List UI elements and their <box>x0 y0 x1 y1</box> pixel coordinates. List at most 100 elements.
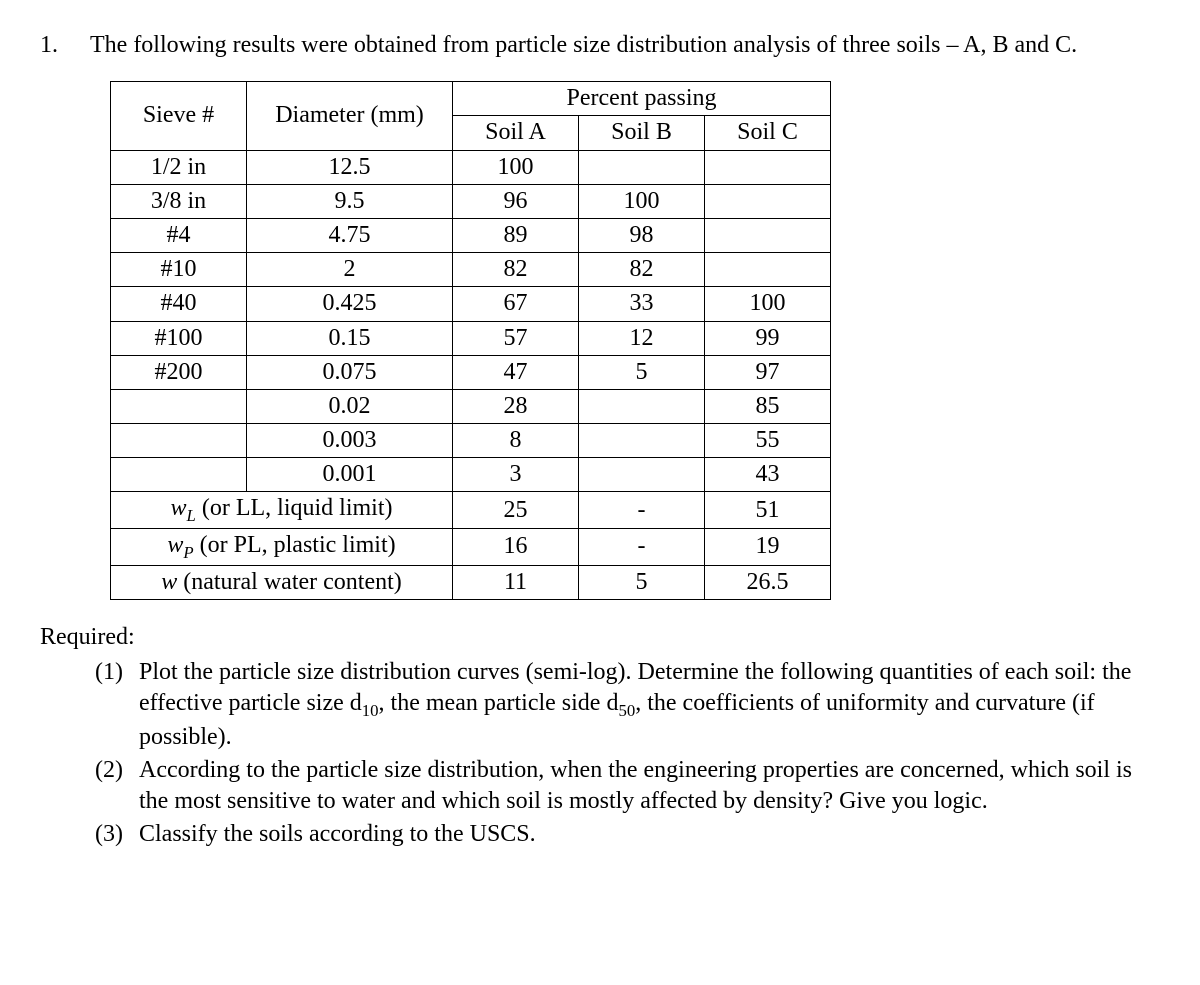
footer-label-cell: wP (or PL, plastic limit) <box>111 529 453 566</box>
required-block: Required: (1)Plot the particle size dist… <box>40 622 1160 851</box>
footer-label-cell: wL (or LL, liquid limit) <box>111 492 453 529</box>
table-cell: 96 <box>453 184 579 218</box>
table-cell: 3/8 in <box>111 184 247 218</box>
footer-label-cell: w (natural water content) <box>111 565 453 599</box>
table-row: 0.0228 85 <box>111 389 831 423</box>
table-cell: 0.425 <box>247 287 453 321</box>
table-cell: 85 <box>705 389 831 423</box>
table-cell: 33 <box>579 287 705 321</box>
table-cell: 1/2 in <box>111 150 247 184</box>
table-cell: 2 <box>247 253 453 287</box>
table-cell: 0.02 <box>247 389 453 423</box>
table-header-row-1: Sieve # Diameter (mm) Percent passing <box>111 82 831 116</box>
table-cell: 4.75 <box>247 218 453 252</box>
required-item-number: (2) <box>95 755 139 817</box>
table-cell: 11 <box>453 565 579 599</box>
table-cell: - <box>579 492 705 529</box>
table-cell: 25 <box>453 492 579 529</box>
col-header-sieve: Sieve # <box>111 82 247 150</box>
table-cell: 100 <box>705 287 831 321</box>
table-body: 1/2 in12.51003/8 in9.596100#44.758998#10… <box>111 150 831 599</box>
table-cell: 3 <box>453 458 579 492</box>
table-cell: 51 <box>705 492 831 529</box>
table-cell <box>111 389 247 423</box>
table-cell <box>579 150 705 184</box>
table-cell: #200 <box>111 355 247 389</box>
problem-text: The following results were obtained from… <box>90 30 1160 61</box>
table-row: 0.0013 43 <box>111 458 831 492</box>
table-cell: 0.15 <box>247 321 453 355</box>
required-item-text: Classify the soils according to the USCS… <box>139 819 1160 850</box>
table-footer-row: wP (or PL, plastic limit)16-19 <box>111 529 831 566</box>
table-cell: 28 <box>453 389 579 423</box>
table-cell: 100 <box>453 150 579 184</box>
required-item: (3)Classify the soils according to the U… <box>95 819 1160 850</box>
table-cell: 0.003 <box>247 424 453 458</box>
required-item-text: Plot the particle size distribution curv… <box>139 657 1160 753</box>
table-cell: #100 <box>111 321 247 355</box>
table-cell: #10 <box>111 253 247 287</box>
table-cell <box>705 218 831 252</box>
table-cell: 47 <box>453 355 579 389</box>
table-cell: 16 <box>453 529 579 566</box>
table-row: 3/8 in9.596100 <box>111 184 831 218</box>
table-cell: 100 <box>579 184 705 218</box>
table-cell: 8 <box>453 424 579 458</box>
col-header-percent-passing: Percent passing <box>453 82 831 116</box>
table-cell: 26.5 <box>705 565 831 599</box>
required-item-text: According to the particle size distribut… <box>139 755 1160 817</box>
required-item-number: (1) <box>95 657 139 753</box>
problem-number: 1. <box>40 30 90 61</box>
table-cell <box>111 424 247 458</box>
table-cell: 82 <box>453 253 579 287</box>
required-list: (1)Plot the particle size distribution c… <box>40 657 1160 851</box>
table-row: #1028282 <box>111 253 831 287</box>
table-row: #2000.07547597 <box>111 355 831 389</box>
table-row: #400.4256733100 <box>111 287 831 321</box>
table-row: #44.758998 <box>111 218 831 252</box>
table-row: #1000.15571299 <box>111 321 831 355</box>
table-cell <box>579 389 705 423</box>
table-cell: 0.075 <box>247 355 453 389</box>
col-header-soil-c: Soil C <box>705 116 831 150</box>
table-row: 1/2 in12.5100 <box>111 150 831 184</box>
table-cell: 89 <box>453 218 579 252</box>
data-table-container: Sieve # Diameter (mm) Percent passing So… <box>110 81 1160 600</box>
table-cell: 98 <box>579 218 705 252</box>
table-cell <box>579 424 705 458</box>
table-cell: 99 <box>705 321 831 355</box>
col-header-soil-a: Soil A <box>453 116 579 150</box>
table-cell: - <box>579 529 705 566</box>
table-cell: #4 <box>111 218 247 252</box>
table-cell: 82 <box>579 253 705 287</box>
table-cell: 67 <box>453 287 579 321</box>
required-label: Required: <box>40 622 1160 653</box>
table-footer-row: wL (or LL, liquid limit)25-51 <box>111 492 831 529</box>
table-cell <box>705 253 831 287</box>
required-item: (1)Plot the particle size distribution c… <box>95 657 1160 753</box>
table-cell <box>111 458 247 492</box>
table-cell: 0.001 <box>247 458 453 492</box>
particle-size-table: Sieve # Diameter (mm) Percent passing So… <box>110 81 831 600</box>
table-cell <box>579 458 705 492</box>
table-cell: 57 <box>453 321 579 355</box>
table-cell <box>705 184 831 218</box>
table-cell: 12.5 <box>247 150 453 184</box>
table-cell: 97 <box>705 355 831 389</box>
table-cell <box>705 150 831 184</box>
col-header-diameter: Diameter (mm) <box>247 82 453 150</box>
table-cell: 9.5 <box>247 184 453 218</box>
table-cell: #40 <box>111 287 247 321</box>
table-cell: 43 <box>705 458 831 492</box>
table-row: 0.0038 55 <box>111 424 831 458</box>
required-item: (2)According to the particle size distri… <box>95 755 1160 817</box>
table-cell: 5 <box>579 355 705 389</box>
required-item-number: (3) <box>95 819 139 850</box>
col-header-soil-b: Soil B <box>579 116 705 150</box>
table-footer-row: w (natural water content)11526.5 <box>111 565 831 599</box>
problem-intro: 1. The following results were obtained f… <box>40 30 1160 61</box>
table-cell: 55 <box>705 424 831 458</box>
table-cell: 12 <box>579 321 705 355</box>
table-cell: 5 <box>579 565 705 599</box>
table-cell: 19 <box>705 529 831 566</box>
